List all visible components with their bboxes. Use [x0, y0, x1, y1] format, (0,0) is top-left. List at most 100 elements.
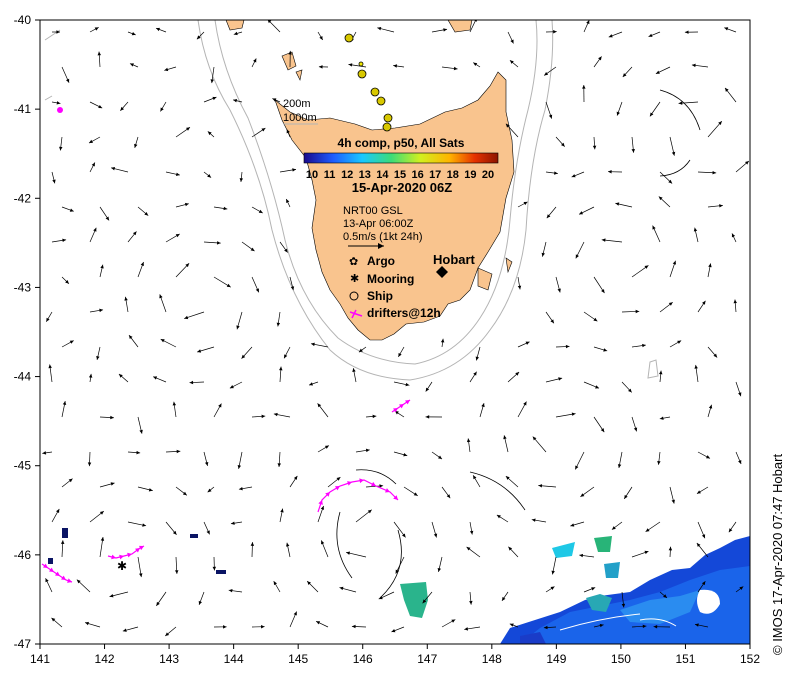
- current-arrow-head: [52, 179, 56, 184]
- current-arrow-head: [140, 262, 144, 266]
- current-arrow-head: [403, 452, 408, 457]
- current-arrow-head: [46, 317, 50, 322]
- current-arrow-head: [565, 344, 570, 349]
- current-arrow-head: [280, 508, 284, 513]
- current-arrow-head: [142, 523, 147, 527]
- current-arrow-head: [635, 309, 640, 314]
- x-tick-label: 147: [417, 652, 437, 666]
- current-arrow-head: [628, 388, 632, 393]
- current-arrow-head: [174, 570, 179, 574]
- current-arrow-head: [422, 599, 427, 604]
- current-arrow-head: [645, 528, 650, 532]
- current-arrow-head: [197, 349, 202, 353]
- current-arrow-head: [668, 302, 673, 306]
- drifter-arrow-head: [405, 400, 410, 405]
- current-arrow-head: [603, 348, 608, 352]
- composite-title: 4h comp, p50, All Sats: [338, 136, 465, 150]
- ship-station-marker: [357, 69, 367, 79]
- current-arrow-head: [184, 202, 189, 207]
- ship-station-marker: [344, 33, 354, 43]
- x-tick-label: 150: [611, 652, 631, 666]
- current-arrow-head: [532, 436, 537, 441]
- current-arrow-head: [226, 283, 231, 288]
- current-arrow-head: [144, 211, 149, 216]
- current-arrow-head: [352, 368, 356, 373]
- colorbar-tick-label: 12: [341, 169, 353, 181]
- current-arrow-head: [153, 376, 158, 380]
- ship-symbol: [349, 291, 359, 301]
- current-arrow-head: [97, 51, 102, 56]
- current-arrow-head: [678, 101, 683, 105]
- current-arrow-head: [544, 71, 549, 76]
- current-arrow-head: [738, 392, 742, 397]
- current-arrow-head: [131, 32, 136, 36]
- drifter-tracks: [41, 399, 411, 583]
- x-tick-label: 145: [288, 652, 308, 666]
- current-arrow-head: [99, 308, 104, 313]
- current-arrow-head: [339, 586, 344, 591]
- current-arrow-head: [253, 58, 257, 63]
- current-arrow-head: [466, 546, 471, 551]
- credit-text: © IMOS 17-Apr-2020 07:47 Hobart: [770, 453, 785, 655]
- current-arrow-head: [124, 296, 128, 301]
- current-arrow-head: [229, 385, 234, 389]
- current-arrow-head: [440, 338, 445, 343]
- current-arrow-head: [658, 196, 663, 201]
- current-arrow-head: [718, 121, 722, 126]
- current-arrow-head: [139, 573, 143, 578]
- current-arrow-head: [207, 488, 212, 493]
- current-arrow-head: [255, 288, 259, 293]
- current-arrow-head: [543, 625, 548, 630]
- current-arrow-head: [624, 494, 628, 499]
- current-arrow-head: [358, 348, 363, 353]
- y-tick-label: -42: [14, 191, 32, 205]
- current-arrow-head: [110, 482, 115, 486]
- x-tick-label: 146: [353, 652, 373, 666]
- current-arrow-head: [175, 233, 180, 238]
- current-arrow-head: [560, 142, 565, 147]
- ship-station-marker: [382, 122, 392, 132]
- current-arrow-head: [182, 491, 187, 496]
- current-arrow-head: [148, 488, 153, 492]
- mooring-marker: ✱: [117, 559, 127, 573]
- current-arrow-head: [425, 387, 430, 392]
- current-arrow-head: [701, 581, 706, 586]
- current-arrow-head: [216, 241, 221, 245]
- current-arrow-head: [659, 416, 664, 420]
- x-tick-label: 141: [30, 652, 50, 666]
- current-arrow-head: [165, 632, 170, 637]
- current-arrow-head: [286, 129, 290, 134]
- current-arrow-head: [413, 492, 418, 496]
- current-arrow-head: [517, 285, 522, 290]
- current-arrow-head: [261, 625, 265, 629]
- drifter-arrow-head: [335, 486, 340, 491]
- current-arrow-head: [398, 352, 402, 357]
- current-arrow-head: [207, 174, 212, 178]
- current-arrow-head: [59, 146, 63, 151]
- current-arrow-head: [93, 227, 97, 232]
- tasmania-landmass: [225, 20, 515, 341]
- y-tick-label: -44: [14, 370, 32, 384]
- current-arrow-head: [621, 603, 626, 608]
- ship-station-marker: [358, 61, 364, 67]
- current-source: NRT00 GSL: [343, 205, 403, 217]
- current-arrow-head: [684, 30, 689, 34]
- isobath-lines: [44, 20, 659, 381]
- current-arrow-head: [99, 511, 104, 515]
- current-vector-field: [42, 20, 750, 637]
- current-arrow-head: [284, 354, 288, 359]
- current-arrow-head: [98, 104, 103, 109]
- argo-symbol: ✿: [349, 256, 358, 268]
- scale-label: 0.5m/s (1kt 24h): [343, 231, 422, 243]
- current-arrow-head: [473, 475, 477, 480]
- current-arrow-head: [515, 372, 520, 376]
- current-arrow-head: [156, 27, 160, 32]
- drifter-track: [317, 479, 399, 513]
- current-arrow-head: [631, 148, 635, 153]
- current-arrow-head: [405, 382, 410, 387]
- current-arrow-head: [56, 508, 60, 513]
- current-arrow-head: [733, 299, 737, 304]
- current-arrow-head: [348, 63, 353, 67]
- current-arrow-head: [272, 98, 277, 102]
